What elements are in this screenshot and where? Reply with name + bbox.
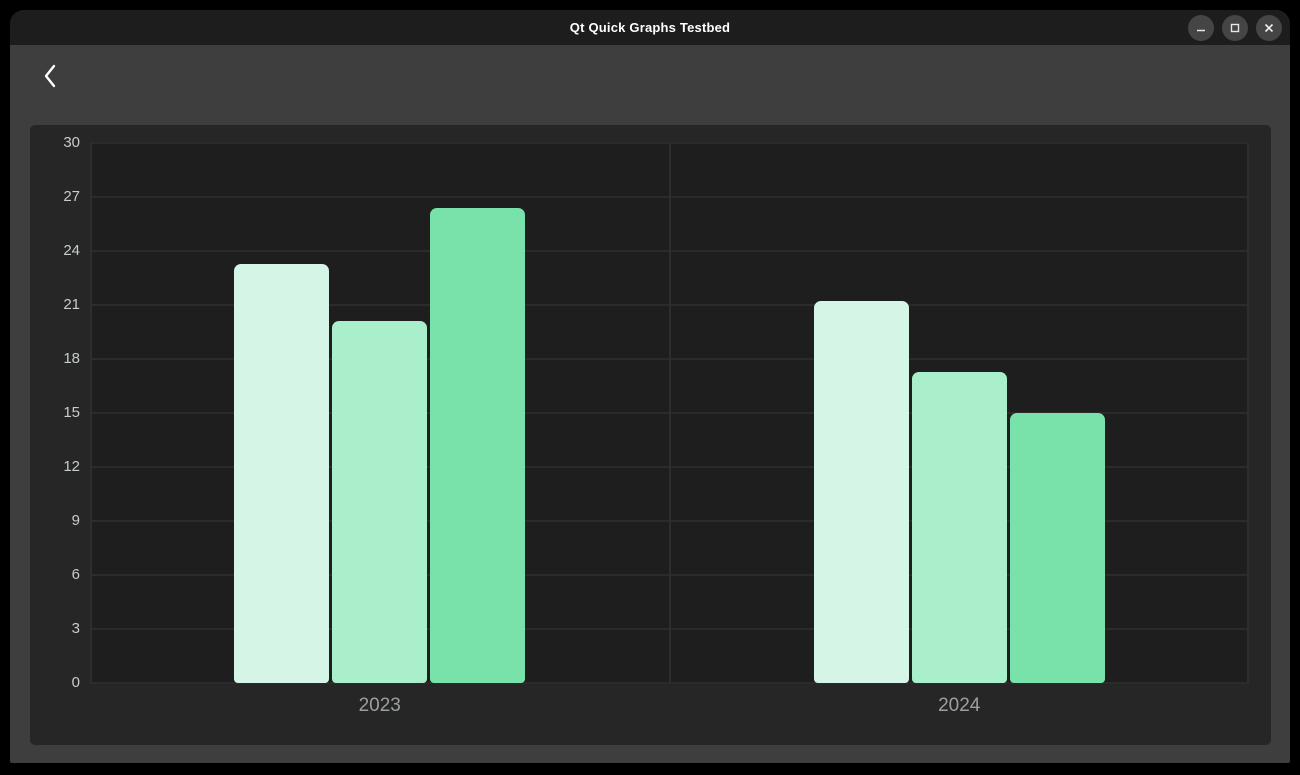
- bar-series-2-2024[interactable]: [911, 371, 1007, 683]
- y-axis-tick-label: 15: [63, 404, 80, 421]
- v-gridline: [90, 143, 92, 683]
- maximize-icon: [1230, 23, 1240, 32]
- v-gridline: [1247, 143, 1249, 683]
- chevron-left-icon: [44, 64, 56, 88]
- titlebar: Qt Quick Graphs Testbed: [10, 10, 1290, 45]
- y-axis-tick-label: 12: [63, 458, 80, 475]
- window-controls: [1188, 14, 1282, 41]
- x-axis-category-label: 2023: [358, 695, 401, 716]
- minimize-button[interactable]: [1188, 14, 1214, 41]
- back-button[interactable]: [34, 60, 66, 92]
- bar-series-3-2023[interactable]: [430, 207, 526, 683]
- minimize-icon: [1197, 29, 1205, 31]
- bar-series-2-2023[interactable]: [332, 321, 428, 683]
- bar-series-1-2024[interactable]: [813, 301, 909, 683]
- y-axis-tick-label: 9: [71, 512, 80, 529]
- v-gridline: [668, 143, 671, 683]
- y-axis-tick-label: 30: [63, 134, 80, 151]
- bar-group-2024: [813, 301, 1105, 683]
- x-axis-category-label: 2024: [938, 695, 981, 716]
- y-axis-tick-label: 24: [63, 242, 80, 259]
- h-gridline: [90, 682, 1249, 684]
- y-axis-tick-label: 27: [63, 188, 80, 205]
- y-axis-tick-label: 18: [63, 350, 80, 367]
- y-axis-tick-label: 21: [63, 296, 80, 313]
- maximize-button[interactable]: [1222, 14, 1248, 41]
- bar-chart-panel: 0 3 6 9 12 15 18 21 24 27 30 2023 2024: [30, 125, 1271, 745]
- y-axis-tick-label: 0: [71, 674, 80, 691]
- plot-area[interactable]: [90, 142, 1249, 684]
- bar-group-2023: [234, 207, 526, 683]
- app-window: Qt Quick Graphs Testbed: [10, 10, 1290, 763]
- close-button[interactable]: [1256, 14, 1282, 41]
- bar-series-3-2024[interactable]: [1009, 413, 1105, 683]
- close-icon: [1264, 23, 1274, 32]
- y-axis-tick-label: 6: [71, 566, 80, 583]
- bar-series-1-2023[interactable]: [234, 263, 330, 683]
- window-title: Qt Quick Graphs Testbed: [569, 20, 731, 35]
- y-axis-tick-label: 3: [71, 620, 80, 637]
